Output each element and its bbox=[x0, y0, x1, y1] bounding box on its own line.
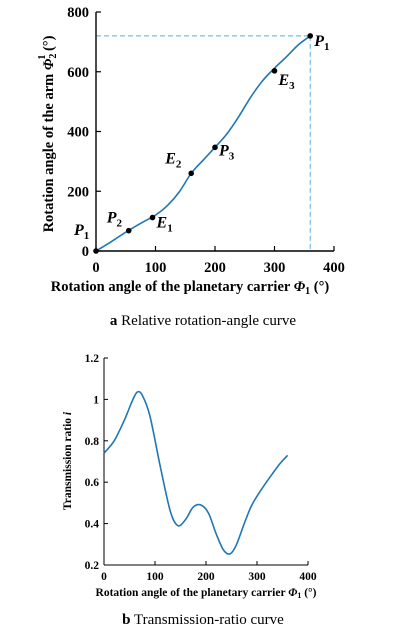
chart-b-caption: b Transmission-ratio curve bbox=[122, 612, 284, 628]
chart-a-point-label: E2 bbox=[164, 150, 182, 170]
chart-a-point-marker bbox=[93, 248, 99, 254]
chart-a-points: P1 P2 E1 E2 P3 E3 P1 bbox=[73, 33, 329, 254]
chart-a-x-tick-label: 300 bbox=[264, 260, 286, 276]
chart-b-x-tick-label: 300 bbox=[248, 571, 266, 583]
chart-a-point-marker bbox=[307, 33, 314, 39]
chart-a-point-label: P1 bbox=[313, 33, 329, 53]
chart-b-y-tick-label: 0.6 bbox=[85, 477, 100, 489]
chart-b-y-tick-label: 0.8 bbox=[85, 436, 100, 448]
chart-b-y-tick-label: 0.2 bbox=[85, 560, 100, 572]
chart-b: 0 100 200 300 400 0.2 0.4 0.6 0.8 1 1.2 Rotation a… bbox=[62, 353, 317, 628]
chart-a-point-marker bbox=[125, 227, 132, 234]
chart-a-y-tick-label: 0 bbox=[82, 244, 89, 260]
chart-a-y-tick-label: 800 bbox=[67, 5, 89, 21]
chart-a-ticks: 0 100 200 300 400 0 200 400 600 800 bbox=[67, 5, 345, 276]
chart-b-ticks: 0 100 200 300 400 0.2 0.4 0.6 0.8 1 1.2 bbox=[85, 353, 317, 583]
chart-b-x-tick-label: 200 bbox=[197, 571, 215, 583]
chart-a-point-marker bbox=[149, 214, 156, 221]
chart-b-x-tick-label: 100 bbox=[146, 571, 164, 583]
chart-b-y-tick-label: 0.4 bbox=[85, 519, 100, 531]
chart-a-point-marker bbox=[212, 144, 218, 151]
chart-a-x-axis-label: Rotation angle of the planetary carrier … bbox=[51, 279, 330, 297]
chart-a-x-tick-label: 400 bbox=[323, 260, 345, 276]
chart-b-y-axis-label: Transmission ratio i bbox=[62, 411, 74, 510]
chart-a-point-label: P1 bbox=[73, 222, 89, 242]
chart-a-y-tick-label: 400 bbox=[67, 125, 89, 141]
chart-b-x-tick-label: 0 bbox=[101, 571, 107, 583]
chart-a-series-line bbox=[95, 35, 311, 252]
chart-a-point-marker bbox=[271, 68, 278, 74]
chart-a-x-tick-label: 0 bbox=[92, 260, 99, 276]
chart-a-reference-lines bbox=[96, 35, 311, 251]
chart-a-y-tick-label: 200 bbox=[67, 184, 89, 200]
chart-b-series-line bbox=[103, 390, 289, 555]
chart-a-point-label: E1 bbox=[156, 215, 173, 235]
chart-b-y-tick-label: 1 bbox=[93, 394, 99, 406]
chart-a-point-label: E3 bbox=[278, 72, 296, 92]
chart-a-x-tick-label: 200 bbox=[204, 260, 226, 276]
chart-b-y-tick-label: 1.2 bbox=[85, 353, 100, 365]
chart-a-caption: a Relative rotation-angle curve bbox=[110, 313, 297, 329]
chart-a-point-marker bbox=[188, 170, 194, 177]
chart-a-point-label: P3 bbox=[218, 142, 235, 162]
chart-b-x-axis-label: Rotation angle of the planetary carrier … bbox=[96, 587, 317, 600]
chart-a-point-label: P2 bbox=[106, 210, 123, 230]
chart-a-y-axis-label: Rotation angle of the arm Φ21 (°) bbox=[37, 35, 59, 232]
chart-a-y-tick-label: 600 bbox=[67, 65, 89, 81]
chart-b-x-tick-label: 400 bbox=[299, 571, 317, 583]
chart-a-x-tick-label: 100 bbox=[145, 260, 167, 276]
